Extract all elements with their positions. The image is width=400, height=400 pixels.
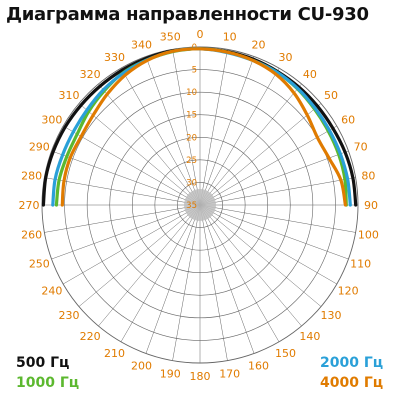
chart-title: Диаграмма направленности CU-930 [6, 4, 369, 25]
series-line-4 [60, 47, 347, 207]
grid-spoke [199, 103, 322, 206]
grid-spoke [199, 83, 302, 206]
angle-tick-label: 350 [160, 31, 181, 44]
grid-spoke [145, 204, 201, 354]
grid-spoke [51, 204, 201, 260]
grid-spoke [199, 56, 255, 206]
angle-tick-label: 50 [324, 89, 338, 102]
angle-tick-label: 190 [160, 367, 181, 380]
grid-spoke [199, 204, 349, 260]
grid-spoke [172, 49, 201, 206]
angle-tick-label: 30 [279, 51, 293, 64]
angle-tick-label: 90 [364, 199, 378, 212]
angle-tick-label: 240 [41, 285, 62, 298]
grid-spoke [199, 150, 349, 206]
grid-spoke [51, 150, 201, 206]
angle-tick-label: 0 [197, 28, 204, 41]
angle-tick-label: 60 [341, 114, 355, 127]
radial-tick-label: 20 [186, 133, 197, 143]
radial-tick-label: 10 [186, 88, 197, 98]
grid-spoke [145, 56, 201, 206]
radial-tick-label: 25 [186, 156, 197, 166]
radial-tick-label: 30 [186, 178, 197, 188]
center-hub [184, 189, 216, 221]
angle-tick-label: 40 [303, 68, 317, 81]
grid-spoke [199, 204, 255, 354]
grid-spoke [120, 68, 201, 206]
legend-label-4000: 4000 Гц [320, 375, 384, 391]
angle-tick-label: 150 [275, 347, 296, 360]
grid-spoke [199, 204, 337, 285]
legend-label-1000: 1000 Гц [16, 375, 80, 391]
legend-item-4000: 4000 Гц [320, 375, 383, 391]
angle-tick-label: 310 [59, 89, 80, 102]
angle-tick-label: 320 [80, 68, 101, 81]
grid-spoke [78, 204, 201, 307]
legend-item-1000: 1000 Гц [16, 375, 79, 391]
grid-spoke [199, 125, 337, 206]
angle-tick-label: 230 [59, 309, 80, 322]
grid-spoke [172, 204, 201, 361]
angle-tick-label: 80 [361, 169, 375, 182]
angle-tick-label: 140 [299, 330, 320, 343]
angle-tick-label: 10 [223, 31, 237, 44]
angle-tick-label: 160 [248, 360, 269, 373]
grid-spoke [98, 83, 201, 206]
grid-spoke [199, 49, 228, 206]
angle-tick-label: 220 [80, 330, 101, 343]
angle-tick-label: 180 [190, 370, 211, 383]
legend-item-500: 500 Гц [16, 355, 69, 371]
grid-spoke [44, 177, 201, 206]
grid-spoke [199, 204, 228, 361]
angle-tick-label: 250 [29, 257, 50, 270]
angle-tick-label: 70 [354, 141, 368, 154]
grid-spoke [199, 68, 280, 206]
grid-spoke [63, 204, 201, 285]
center-hub-disc [184, 189, 216, 221]
grid-spoke [199, 204, 356, 233]
angle-tick-label: 300 [41, 114, 62, 127]
radial-tick-label: 5 [192, 66, 197, 76]
grid-spokes [42, 47, 358, 363]
angle-tick-label: 130 [320, 309, 341, 322]
grid-spoke [63, 125, 201, 206]
angle-tick-label: 170 [219, 367, 240, 380]
legend-label-2000: 2000 Гц [320, 355, 384, 371]
legend-label-500: 500 Гц [16, 355, 70, 371]
angle-tick-label: 260 [21, 229, 42, 242]
grid-spoke [120, 204, 201, 342]
angle-tick-label: 270 [19, 199, 40, 212]
grid-spoke [199, 177, 356, 206]
legend-item-2000: 2000 Гц [320, 355, 383, 371]
angle-tick-label: 290 [29, 141, 50, 154]
angle-tick-label: 110 [350, 257, 371, 270]
radial-tick-label: 15 [186, 111, 197, 121]
angle-tick-label: 280 [21, 169, 42, 182]
grid-spoke [199, 204, 302, 327]
grid-spoke [44, 204, 201, 233]
grid-spoke [78, 103, 201, 206]
angle-tick-label: 330 [104, 51, 125, 64]
angle-tick-label: 20 [251, 38, 265, 51]
angle-tick-label: 200 [131, 360, 152, 373]
angle-tick-label: 120 [338, 285, 359, 298]
angle-tick-label: 210 [104, 347, 125, 360]
radial-tick-label: 35 [186, 201, 197, 211]
angle-tick-label: 100 [358, 229, 379, 242]
angle-tick-label: 340 [131, 38, 152, 51]
grid-spoke [199, 204, 322, 307]
grid-spoke [98, 204, 201, 327]
grid-spoke [199, 204, 280, 342]
series-lines [41, 47, 358, 207]
